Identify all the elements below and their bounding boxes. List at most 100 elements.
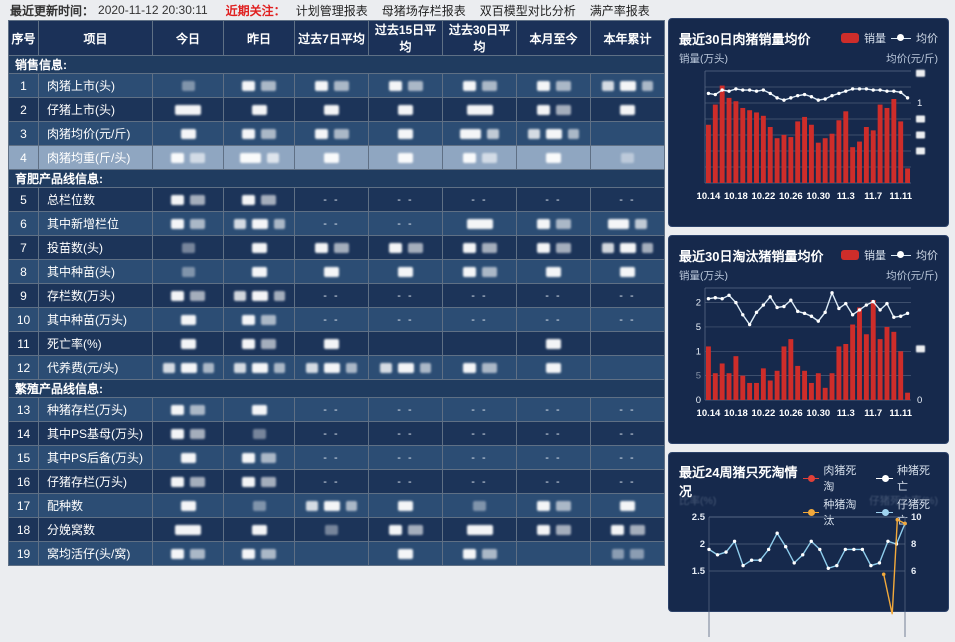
table-row[interactable]: 8 其中种苗(头) — [8, 259, 665, 284]
chart-legend[interactable]: 销量 均价 — [841, 30, 938, 46]
chart-legend[interactable]: 销量 均价 — [841, 247, 938, 263]
value-cell — [368, 517, 443, 542]
table-row[interactable]: 11 死亡率(%) — [8, 331, 665, 356]
bar — [815, 373, 821, 400]
value-cell — [368, 541, 443, 566]
link-plan-report[interactable]: 计划管理报表 — [295, 3, 368, 18]
value-cell — [516, 493, 591, 518]
redacted-value — [252, 501, 266, 512]
sales-bars[interactable] — [705, 300, 911, 400]
row-number: 12 — [8, 355, 39, 380]
bar — [843, 344, 849, 400]
table-row[interactable]: 2 仔猪上市(头) — [8, 97, 665, 122]
value-cell — [590, 355, 665, 380]
bar — [850, 147, 856, 183]
table-row[interactable]: 13 种猪存栏(万头) - -- -- -- -- - — [8, 397, 665, 422]
redacted-value — [175, 525, 201, 536]
legend-item-仔猪死亡[interactable]: 仔猪死亡 — [876, 496, 938, 528]
redacted-value — [242, 81, 255, 92]
death-cull-chart[interactable]: 2.5 2 1.5 10 8 6 — [679, 507, 938, 637]
legend-line-dot-icon — [876, 474, 894, 483]
value-cell: - - — [368, 469, 443, 494]
table-row[interactable]: 9 存栏数(万头) - -- -- -- -- - — [8, 283, 665, 308]
row-label: 代养费(元/头) — [38, 355, 153, 380]
value-cell — [590, 145, 665, 170]
table-row[interactable]: 4 肉猪均重(斤/头) — [8, 145, 665, 170]
table-row[interactable]: 18 分娩窝数 — [8, 517, 665, 542]
bar — [877, 104, 883, 183]
table-row[interactable]: 17 配种数 — [8, 493, 665, 518]
column-header: 过去30日平均 — [442, 20, 517, 56]
value-cell — [152, 517, 224, 542]
legend-item-种猪淘汰[interactable]: 种猪淘汰 — [802, 496, 865, 528]
value-cell: - - — [590, 187, 665, 212]
redacted-value — [333, 81, 349, 92]
link-sow-farm-report[interactable]: 母猪场存栏报表 — [381, 3, 466, 18]
sales-legend-label: 销量 — [864, 33, 886, 45]
table-row[interactable]: 19 窝均活仔(头/窝) — [8, 541, 665, 566]
redacted-value — [333, 129, 349, 140]
avg-line — [708, 88, 909, 101]
bar — [733, 356, 739, 400]
avg-legend-icon — [891, 250, 911, 260]
avg-line-dots[interactable] — [706, 291, 910, 327]
redacted-value — [620, 267, 635, 278]
table-row[interactable]: 10 其中种苗(万头) - -- -- -- -- - — [8, 307, 665, 332]
legend-item-种猪死亡[interactable]: 种猪死亡 — [876, 462, 938, 494]
value-cell: - - — [516, 307, 591, 332]
value-cell — [516, 355, 591, 380]
redacted-value — [324, 105, 339, 116]
redacted-value — [190, 153, 205, 164]
value-cell — [152, 445, 224, 470]
table-row[interactable]: 5 总栏位数 - -- -- -- -- - — [8, 187, 665, 212]
avg-line-dots[interactable] — [706, 87, 910, 102]
table-row[interactable]: 1 肉猪上市(头) — [8, 73, 665, 98]
redacted-axis-value — [916, 69, 925, 77]
bar — [898, 121, 904, 183]
redacted-value — [555, 81, 571, 92]
link-capacity-report[interactable]: 满产率报表 — [589, 3, 650, 18]
redacted-value — [242, 477, 255, 488]
value-cell — [152, 355, 224, 380]
svg-text:10.26: 10.26 — [779, 191, 803, 202]
row-label: 其中种苗(万头) — [38, 307, 153, 332]
sales-bars[interactable] — [705, 85, 911, 183]
redacted-value — [180, 453, 196, 464]
cull-sales-chart[interactable]: 2 5 1 5 0 0 10.14 10.18 10.22 10.26 10.30 11.3 11.7 1… — [679, 282, 938, 428]
redacted-value — [466, 105, 493, 116]
table-row[interactable]: 7 投苗数(头) — [8, 235, 665, 260]
redacted-value — [460, 129, 481, 140]
value-cell — [152, 235, 224, 260]
table-row[interactable]: 12 代养费(元/头) — [8, 355, 665, 380]
value-cell — [590, 121, 665, 146]
redacted-value — [171, 219, 184, 230]
redacted-value — [546, 153, 561, 164]
redacted-value — [481, 363, 497, 374]
bar — [857, 141, 862, 183]
table-row[interactable]: 16 仔猪存栏(万头) - -- -- -- -- - — [8, 469, 665, 494]
legend-item-肉猪死淘[interactable]: 肉猪死淘 — [802, 462, 865, 494]
redacted-value — [261, 339, 276, 350]
table-row[interactable]: 6 其中新增栏位 - -- - — [8, 211, 665, 236]
redacted-value — [608, 219, 629, 230]
table-row[interactable]: 3 肉猪均价(元/斤) — [8, 121, 665, 146]
value-cell: - - — [368, 421, 443, 446]
sales-legend-icon — [841, 33, 859, 43]
redacted-value — [306, 501, 318, 512]
value-cell — [368, 259, 443, 284]
value-cell: - - — [516, 397, 591, 422]
svg-text:10.18: 10.18 — [724, 191, 748, 202]
chart-legend[interactable]: 肉猪死淘 种猪死亡 种猪淘汰 仔猪死亡 — [802, 462, 938, 528]
link-model-compare[interactable]: 双百模型对比分析 — [479, 3, 576, 18]
table-row[interactable]: 15 其中PS后备(万头) - -- -- -- -- - — [8, 445, 665, 470]
row-label: 其中PS后备(万头) — [38, 445, 153, 470]
redacted-value — [242, 129, 255, 140]
redacted-value — [536, 105, 550, 116]
value-cell — [368, 355, 443, 380]
pig-sales-chart[interactable]: 1 10.14 10.18 10.22 10.26 10.30 11.3 11.7 11.11 — [679, 65, 938, 211]
svg-text:11.11: 11.11 — [889, 408, 912, 419]
y-axis-left-label: 比率(%) — [679, 495, 717, 507]
bar — [808, 124, 814, 183]
table-row[interactable]: 14 其中PS基母(万头) - -- -- -- -- - — [8, 421, 665, 446]
redacted-value — [462, 153, 476, 164]
